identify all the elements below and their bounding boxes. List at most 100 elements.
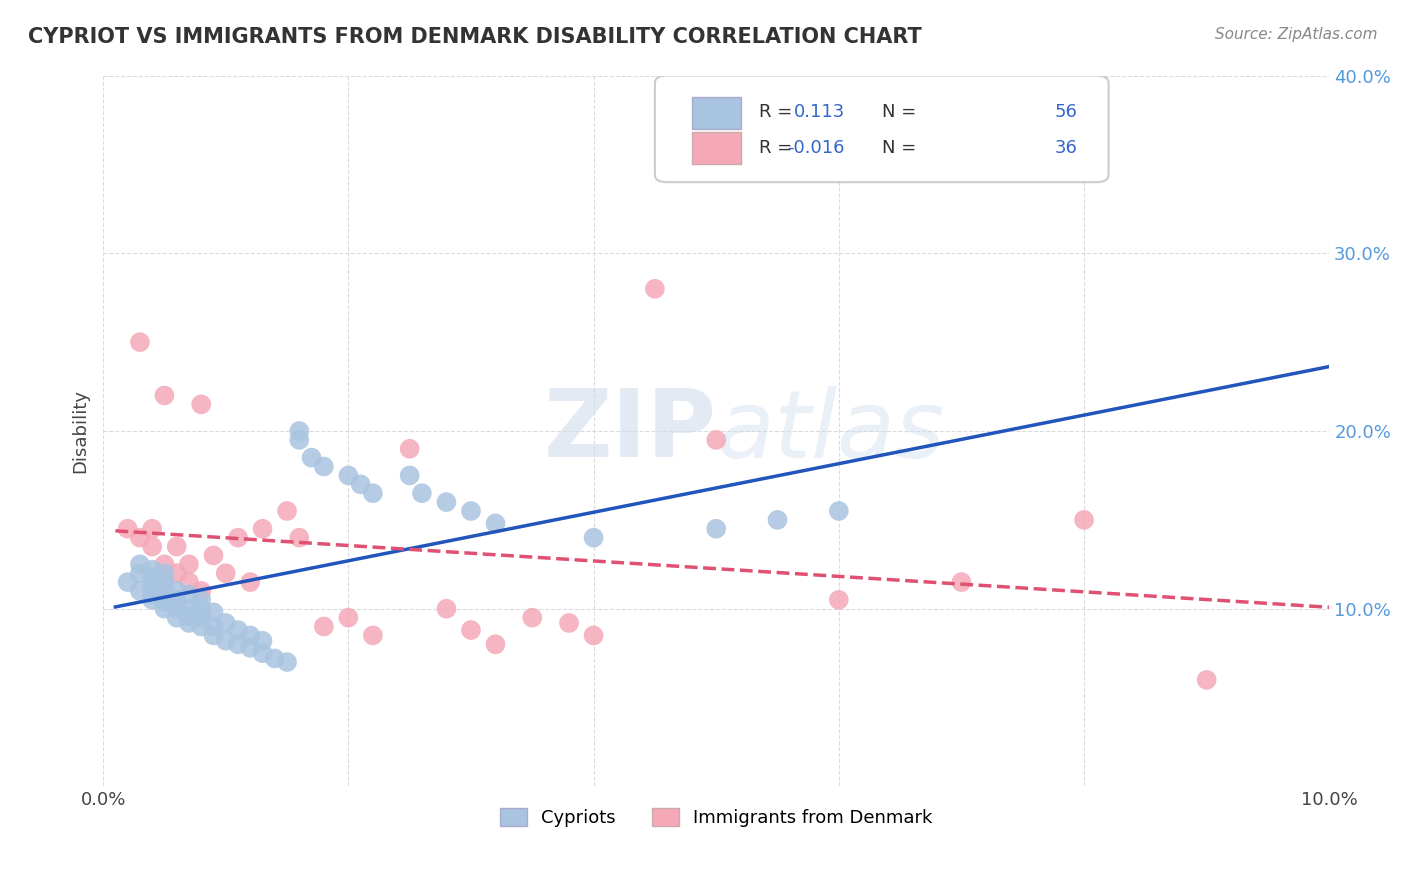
Point [301,450,323,465]
Text: N =: N = [882,139,922,157]
Point [828,504,851,518]
Point [190,619,212,633]
Point [252,646,274,660]
Point [349,477,371,491]
Point [177,558,200,572]
Point [153,388,176,402]
Point [582,628,605,642]
Point [288,424,311,438]
Point [129,584,152,599]
Point [177,575,200,590]
Point [276,504,298,518]
Text: -0.016: -0.016 [787,139,845,157]
Point [190,601,212,615]
Point [704,522,727,536]
Point [252,522,274,536]
Point [166,540,188,554]
Point [153,601,176,615]
Point [436,601,458,615]
Point [215,566,238,581]
Bar [692,132,741,164]
Point [153,581,176,595]
Point [252,633,274,648]
Text: ZIP: ZIP [543,385,716,477]
Legend: Cypriots, Immigrants from Denmark: Cypriots, Immigrants from Denmark [492,800,941,834]
Point [177,615,200,630]
Point [190,610,212,624]
Point [177,601,200,615]
Text: R =: R = [759,103,799,121]
Point [141,592,163,607]
Y-axis label: Disability: Disability [72,389,89,473]
Point [141,540,163,554]
Point [141,588,163,602]
Text: 56: 56 [1054,103,1078,121]
Point [312,619,335,633]
Point [190,397,212,411]
Text: atlas: atlas [716,385,945,476]
Point [558,615,581,630]
Point [166,601,188,615]
Point [226,637,249,651]
Point [411,486,433,500]
Point [828,592,851,607]
Point [141,570,163,584]
Point [288,433,311,447]
Point [276,655,298,669]
Point [1195,673,1218,687]
Bar [692,97,741,128]
Point [460,504,482,518]
Point [202,605,225,619]
Point [141,563,163,577]
Text: N =: N = [882,103,922,121]
Point [398,468,420,483]
Text: Source: ZipAtlas.com: Source: ZipAtlas.com [1215,27,1378,42]
Point [166,592,188,607]
Point [141,522,163,536]
Point [239,628,262,642]
Text: 0.113: 0.113 [794,103,845,121]
Point [190,584,212,599]
Point [166,610,188,624]
Point [436,495,458,509]
Point [361,486,384,500]
Point [153,588,176,602]
Point [484,637,506,651]
Point [153,558,176,572]
Point [166,566,188,581]
Point [190,592,212,607]
Text: CYPRIOT VS IMMIGRANTS FROM DENMARK DISABILITY CORRELATION CHART: CYPRIOT VS IMMIGRANTS FROM DENMARK DISAB… [28,27,922,46]
Point [129,531,152,545]
Point [141,581,163,595]
FancyBboxPatch shape [655,76,1108,182]
Point [117,575,139,590]
Point [239,575,262,590]
Point [226,531,249,545]
Text: R =: R = [759,139,799,157]
Point [129,558,152,572]
Point [312,459,335,474]
Point [177,608,200,623]
Point [129,335,152,350]
Point [153,574,176,588]
Point [1073,513,1095,527]
Point [117,522,139,536]
Point [239,640,262,655]
Point [288,531,311,545]
Point [177,588,200,602]
Point [166,584,188,599]
Point [153,566,176,581]
Point [215,633,238,648]
Point [153,594,176,608]
Point [226,623,249,637]
Point [337,610,360,624]
Text: 36: 36 [1054,139,1078,157]
Point [337,468,360,483]
Point [215,615,238,630]
Point [263,651,285,665]
Point [129,566,152,581]
Point [644,282,666,296]
Point [398,442,420,456]
Point [202,549,225,563]
Point [361,628,384,642]
